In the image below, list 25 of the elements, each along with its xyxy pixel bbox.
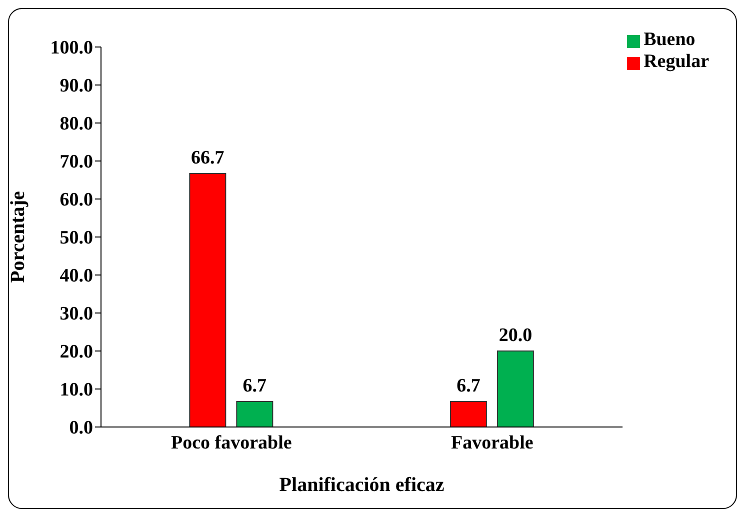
bar <box>236 401 274 427</box>
y-axis-title: Porcentaje <box>7 190 30 283</box>
data-label: 20.0 <box>498 325 532 346</box>
bar <box>189 173 226 427</box>
y-tick-label: 70.0 <box>60 152 93 173</box>
bar <box>450 401 487 427</box>
y-tick-label: 0.0 <box>69 418 93 439</box>
legend-label: Bueno <box>644 29 696 50</box>
legend-label: Regular <box>644 51 709 72</box>
y-tick-label: 100.0 <box>50 38 93 59</box>
bar <box>496 350 534 427</box>
x-tick-label: Favorable <box>451 432 534 454</box>
x-tick-label: Poco favorable <box>170 432 292 454</box>
data-label: 66.7 <box>191 148 225 169</box>
y-tick-label: 60.0 <box>60 190 93 211</box>
x-axis-title: Planificación eficaz <box>279 474 444 496</box>
y-tick-label: 10.0 <box>60 380 93 401</box>
y-tick-label: 20.0 <box>60 342 93 363</box>
data-label: 6.7 <box>456 376 481 397</box>
y-tick-label: 90.0 <box>60 76 93 97</box>
y-tick-label: 80.0 <box>60 114 93 135</box>
data-label: 6.7 <box>242 376 268 397</box>
y-tick-label: 50.0 <box>60 228 93 249</box>
y-tick-label: 40.0 <box>60 266 93 287</box>
y-tick-label: 30.0 <box>60 304 93 325</box>
